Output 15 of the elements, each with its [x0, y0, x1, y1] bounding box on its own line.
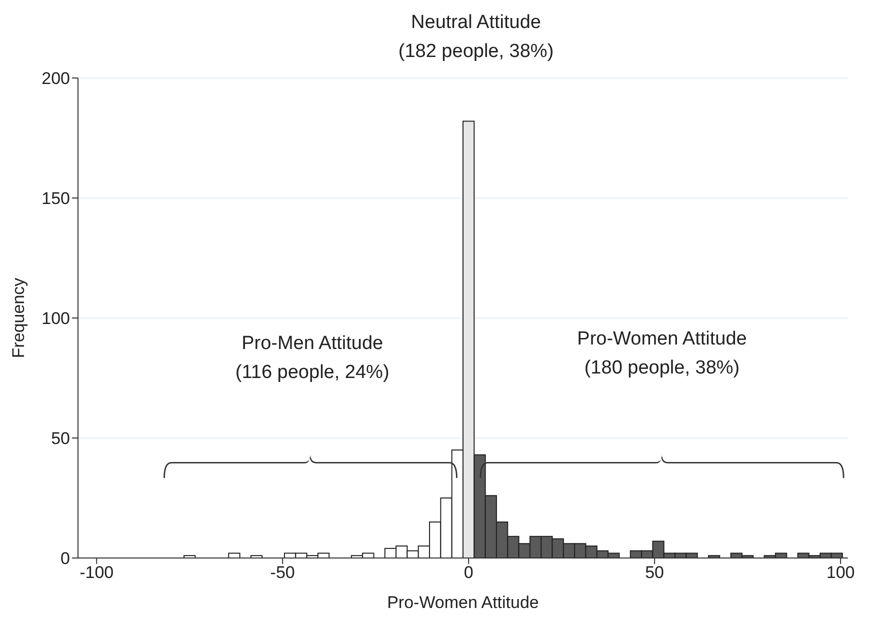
y-tick-label: 100	[42, 309, 70, 328]
annotation: Pro-Men Attitude (116 people, 24%)	[235, 333, 390, 384]
annotation: Pro-Women Attitude (180 people, 38%)	[577, 328, 747, 378]
x-tick-label: -100	[80, 563, 114, 582]
y-tick-label: 200	[42, 69, 70, 88]
y-tick-label: 50	[51, 429, 70, 448]
y-tick-label: 150	[42, 189, 70, 208]
x-tick-label: 50	[645, 563, 664, 582]
x-tick-label: -50	[270, 563, 295, 582]
x-axis-title: Pro-Women Attitude	[387, 593, 539, 612]
text: Neutral Attitude (182 people, 38%)	[398, 12, 554, 62]
y-tick-label: 0	[60, 549, 70, 568]
x-tick-label: 100	[826, 563, 855, 582]
y-axis-title: Frequency	[9, 277, 28, 358]
x-tick-label: 0	[464, 563, 474, 582]
